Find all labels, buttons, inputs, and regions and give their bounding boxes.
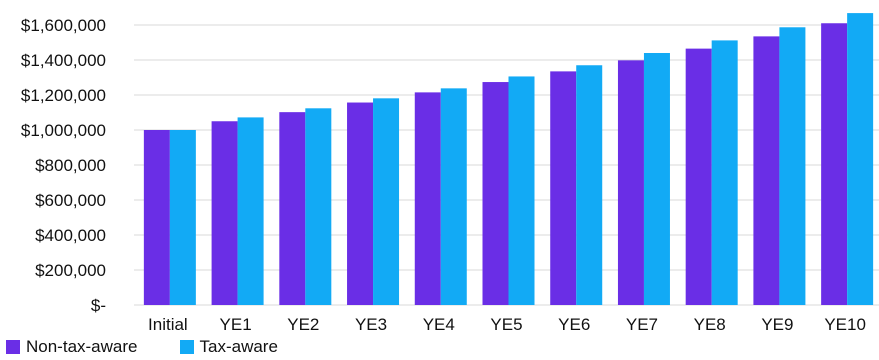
legend: Non-tax-aware Tax-aware — [6, 337, 320, 357]
y-tick-label: $600,000 — [35, 191, 106, 210]
x-tick-label: YE3 — [355, 315, 387, 334]
x-tick-label: YE9 — [761, 315, 793, 334]
bar — [821, 23, 848, 305]
bar — [414, 92, 441, 305]
x-tick-label: YE7 — [626, 315, 658, 334]
y-tick-label: $800,000 — [35, 156, 106, 175]
x-tick-label: YE1 — [220, 315, 252, 334]
y-tick-label: $- — [91, 296, 106, 315]
y-tick-label: $400,000 — [35, 226, 106, 245]
bar — [440, 88, 467, 305]
bar — [169, 130, 196, 305]
bar — [711, 40, 738, 306]
legend-swatch-tax-aware — [179, 340, 194, 354]
bar — [753, 36, 780, 305]
bar — [617, 60, 644, 305]
bar — [508, 76, 535, 305]
x-tick-label: Initial — [148, 315, 188, 334]
bar — [211, 121, 238, 305]
y-tick-label: $1,000,000 — [21, 121, 106, 140]
bar — [347, 102, 374, 306]
bar — [143, 130, 170, 305]
x-tick-label: YE10 — [824, 315, 866, 334]
bar — [779, 27, 806, 306]
bar — [550, 71, 577, 305]
x-tick-label: YE4 — [423, 315, 455, 334]
x-tick-label: YE6 — [558, 315, 590, 334]
bar — [847, 13, 874, 305]
legend-label-non-tax-aware: Non-tax-aware — [26, 337, 138, 356]
x-tick-label: YE2 — [287, 315, 319, 334]
bar — [279, 112, 306, 306]
bar — [482, 82, 509, 305]
x-tick-label: YE8 — [694, 315, 726, 334]
y-tick-label: $200,000 — [35, 261, 106, 280]
x-tick-label: YE5 — [490, 315, 522, 334]
legend-label-tax-aware: Tax-aware — [199, 337, 278, 356]
legend-item-non-tax-aware[interactable]: Non-tax-aware — [6, 337, 138, 357]
y-tick-label: $1,600,000 — [21, 16, 106, 35]
bar — [237, 117, 264, 306]
bar — [643, 53, 670, 305]
bar-chart-plot: $- $200,000 $400,000 $600,000 $800,000 $1,000… — [21, 13, 879, 334]
y-tick-label: $1,400,000 — [21, 51, 106, 70]
y-tick-label: $1,200,000 — [21, 86, 106, 105]
legend-item-tax-aware[interactable]: Tax-aware — [179, 337, 278, 357]
bar — [576, 65, 603, 305]
legend-swatch-non-tax-aware — [6, 340, 20, 354]
bar — [305, 108, 332, 305]
bar — [373, 98, 400, 305]
bar — [685, 48, 712, 305]
